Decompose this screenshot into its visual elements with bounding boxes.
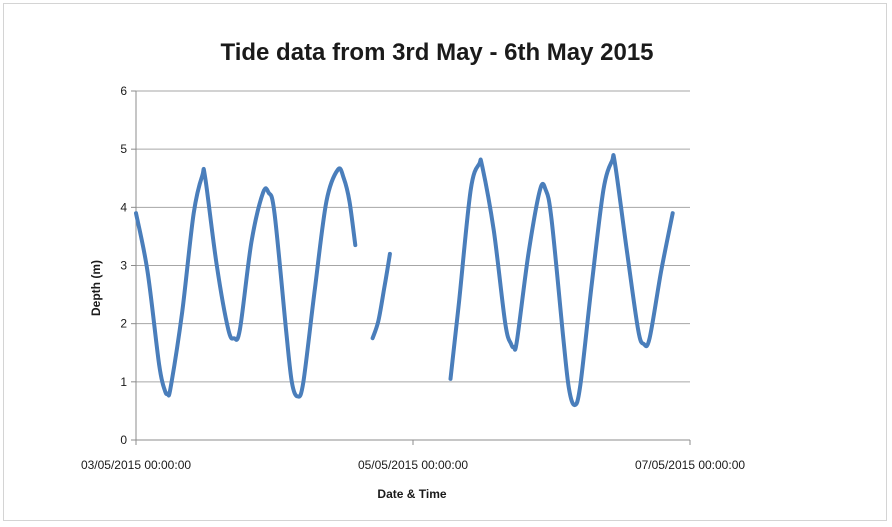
tide-line-chart: Tide data from 3rd May - 6th May 2015 0 1… [81, 39, 745, 501]
y-tick-label: 3 [120, 259, 127, 273]
x-tick-label: 07/05/2015 00:00:00 [635, 458, 745, 472]
y-axis-title: Depth (m) [89, 260, 103, 316]
depth-series [134, 153, 675, 408]
chart-frame: Tide data from 3rd May - 6th May 2015 0 1… [3, 3, 887, 521]
y-tick-label: 0 [120, 433, 127, 447]
y-tick-label: 6 [120, 84, 127, 98]
y-tick-label: 5 [120, 142, 127, 156]
chart-title: Tide data from 3rd May - 6th May 2015 [220, 39, 653, 66]
x-tick-label: 03/05/2015 00:00:00 [81, 458, 191, 472]
axes [131, 90, 691, 445]
y-tick-labels: 0 1 2 3 4 5 6 [120, 84, 127, 447]
y-tick-label: 4 [120, 200, 127, 214]
x-axis-title: Date & Time [377, 487, 446, 501]
depth-line-segment-1 [134, 166, 358, 399]
y-tick-label: 1 [120, 375, 127, 389]
x-tick-label: 05/05/2015 00:00:00 [358, 458, 468, 472]
gridlines [136, 90, 690, 383]
depth-line-segment-2 [370, 251, 392, 341]
y-tick-label: 2 [120, 317, 127, 331]
depth-line-segment-3 [448, 153, 675, 408]
x-tick-labels: 03/05/2015 00:00:00 05/05/2015 00:00:00 07… [81, 458, 745, 472]
